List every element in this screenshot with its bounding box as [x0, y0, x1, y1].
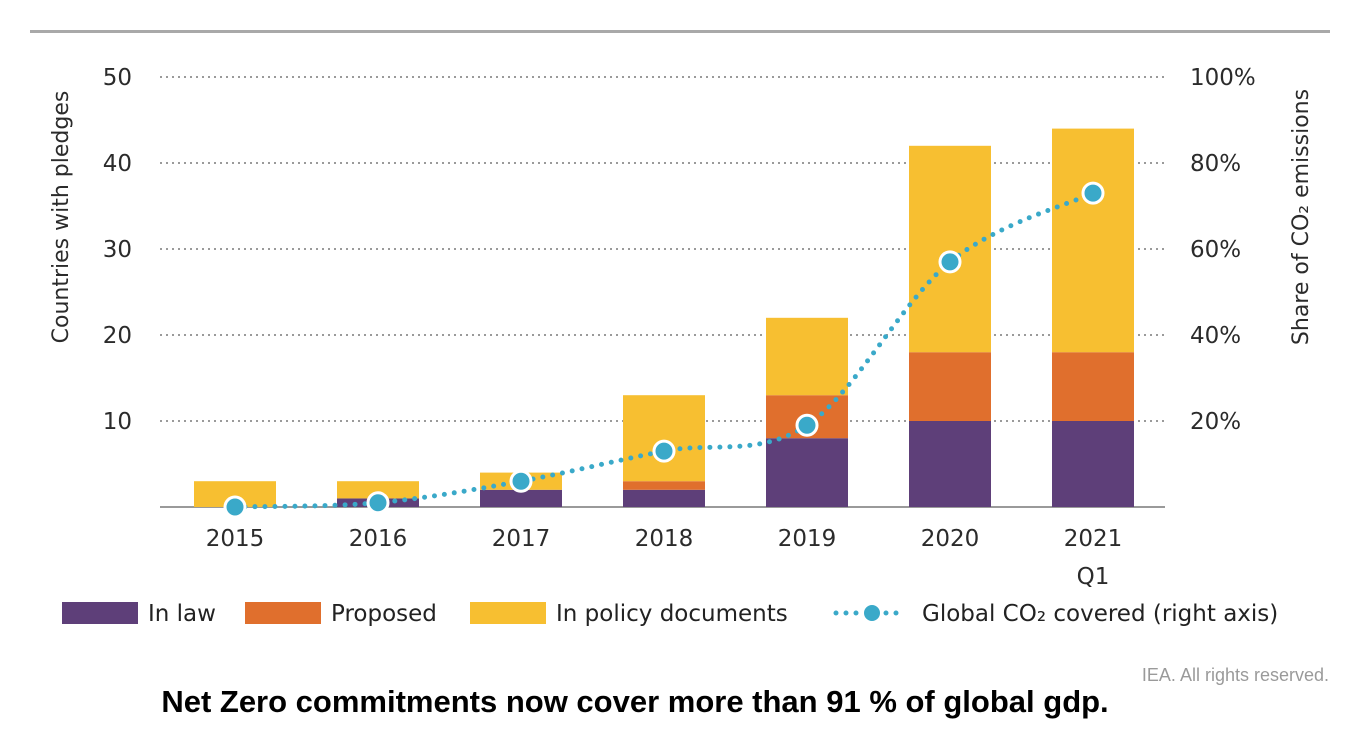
bar-in-law: [480, 489, 562, 507]
legend-swatch: [470, 602, 546, 624]
x-tick-label: 2016: [349, 526, 408, 552]
bar-in-policy-documents: [909, 145, 991, 353]
legend-label: In policy documents: [556, 601, 788, 627]
x-tick-label: 2019: [778, 526, 837, 552]
bar-in-law: [1052, 421, 1134, 507]
y-tick-label: 30: [103, 237, 132, 263]
bar-proposed: [623, 481, 705, 490]
net-zero-chart: 10 20% 20 40% 30 60% 40 80% 50 100% 2015 2016 2017 20…: [49, 65, 1314, 627]
co2-covered-point: [366, 491, 390, 515]
bar-in-policy-documents: [766, 317, 848, 396]
y-right-tick-label: 80%: [1190, 151, 1241, 177]
co2-covered-point: [509, 469, 533, 493]
bar-in-policy-documents: [623, 395, 705, 482]
legend-swatch-marker: [862, 603, 882, 623]
y-tick-label: 20: [103, 323, 132, 349]
y-right-tick-label: 100%: [1190, 65, 1256, 91]
co2-covered-point: [938, 250, 962, 274]
co2-covered-point: [795, 413, 819, 437]
x-tick-label: 2018: [635, 526, 694, 552]
y-right-tick-label: 60%: [1190, 237, 1241, 263]
y-axis-title: Countries with pledges: [49, 91, 74, 344]
legend-label: Proposed: [331, 601, 437, 627]
y-tick-label: 10: [103, 409, 132, 435]
bar-proposed: [1052, 352, 1134, 421]
y-right-tick-label: 40%: [1190, 323, 1241, 349]
caption: Net Zero commitments now cover more than…: [161, 684, 1109, 719]
x-tick-label: 2017: [492, 526, 551, 552]
co2-covered-point: [223, 495, 247, 519]
y-right-tick-label: 20%: [1190, 409, 1241, 435]
bar-in-law: [766, 438, 848, 507]
y-tick-label: 40: [103, 151, 132, 177]
credit-text: IEA. All rights reserved.: [1141, 665, 1329, 685]
bar-in-policy-documents: [337, 481, 419, 499]
bar-in-law: [909, 421, 991, 507]
bar-in-policy-documents: [1052, 128, 1134, 353]
bar-proposed: [909, 352, 991, 421]
y-right-axis-title: Share of CO₂ emissions: [1289, 89, 1314, 345]
legend-label: In law: [148, 601, 216, 627]
x-tick-label: 2020: [921, 526, 980, 552]
y-tick-label: 50: [103, 65, 132, 91]
x-tick-label: 2021 Q1: [1064, 526, 1123, 590]
legend-swatch: [245, 602, 321, 624]
x-tick-label: 2015: [206, 526, 265, 552]
legend-swatch: [62, 602, 138, 624]
top-rule: [30, 30, 1330, 33]
co2-covered-point: [652, 439, 676, 463]
legend-label: Global CO₂ covered (right axis): [922, 601, 1278, 627]
co2-covered-point: [1081, 181, 1105, 205]
bar-in-law: [623, 489, 705, 507]
